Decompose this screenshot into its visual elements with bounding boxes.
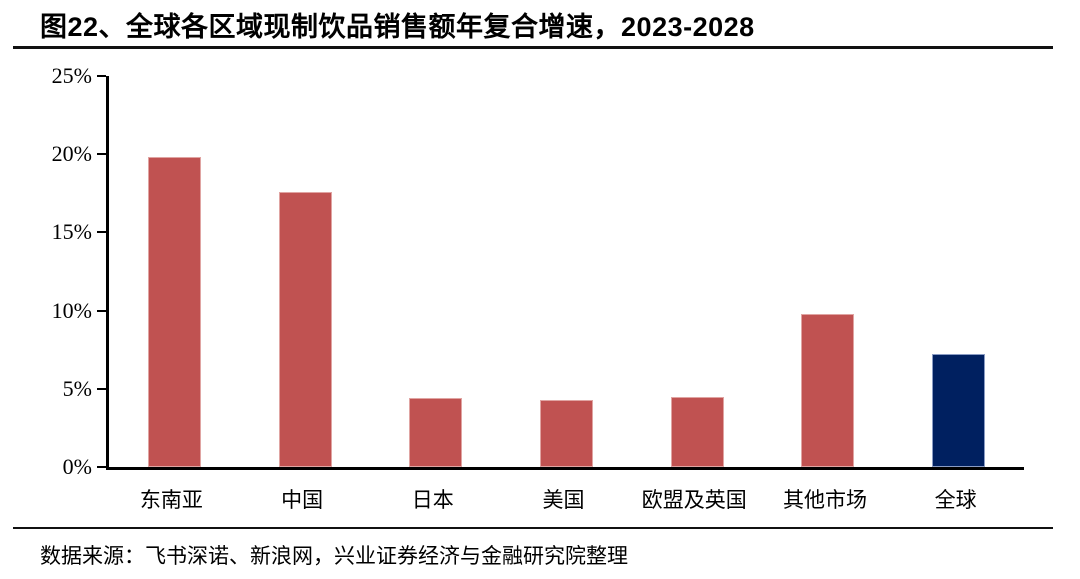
y-axis-tick-label: 20% [51,141,92,167]
source-note: 数据来源：飞书深诺、新浪网，兴业证券经济与金融研究院整理 [40,544,628,568]
x-axis-category-label: 欧盟及英国 [641,489,747,512]
x-axis-category-label: 全球 [934,489,977,512]
figure-title: 图22、全球各区域现制饮品销售额年复合增速，2023-2028 [40,12,755,42]
y-axis-tick-label: 0% [62,454,92,479]
x-axis-category-label: 日本 [411,489,454,512]
bar-slot [763,76,894,467]
source-divider-line [13,527,1053,529]
bar [801,313,855,467]
y-axis-tick-label: 25% [51,63,92,88]
y-axis-tick [97,75,106,77]
bar [278,191,332,467]
bar [147,157,201,467]
bar [932,354,986,467]
bar [670,396,724,467]
y-axis-tick [97,153,106,156]
y-axis-tick-label: 15% [51,219,92,245]
bars-container [109,76,1024,467]
y-axis-tick [97,231,106,234]
x-axis-category-label: 中国 [281,489,324,512]
bar-slot [632,76,763,467]
x-axis-category-label: 其他市场 [782,489,867,512]
bar [540,399,594,467]
y-axis-tick-label: 5% [62,375,92,401]
x-axis-labels: 东南亚 中国 日本 美国 欧盟及英国 其他市场 全球 [106,484,1021,514]
y-axis-tick-label: 10% [51,297,92,323]
y-axis-tick [97,387,106,390]
bar-slot [893,76,1024,467]
bar [409,398,463,467]
y-axis-tick [97,466,106,468]
x-axis-category-label: 东南亚 [139,489,203,512]
plot-area [97,75,1024,470]
y-axis-tick [97,309,106,312]
bar-slot [109,76,240,467]
bar-slot [501,76,632,467]
title-divider-line [13,46,1053,49]
x-axis-category-label: 美国 [542,489,585,512]
bar-slot [370,76,501,467]
y-axis-labels: 0% 5% 10% 15% 20% 25% [0,65,92,478]
bar-slot [240,76,371,467]
